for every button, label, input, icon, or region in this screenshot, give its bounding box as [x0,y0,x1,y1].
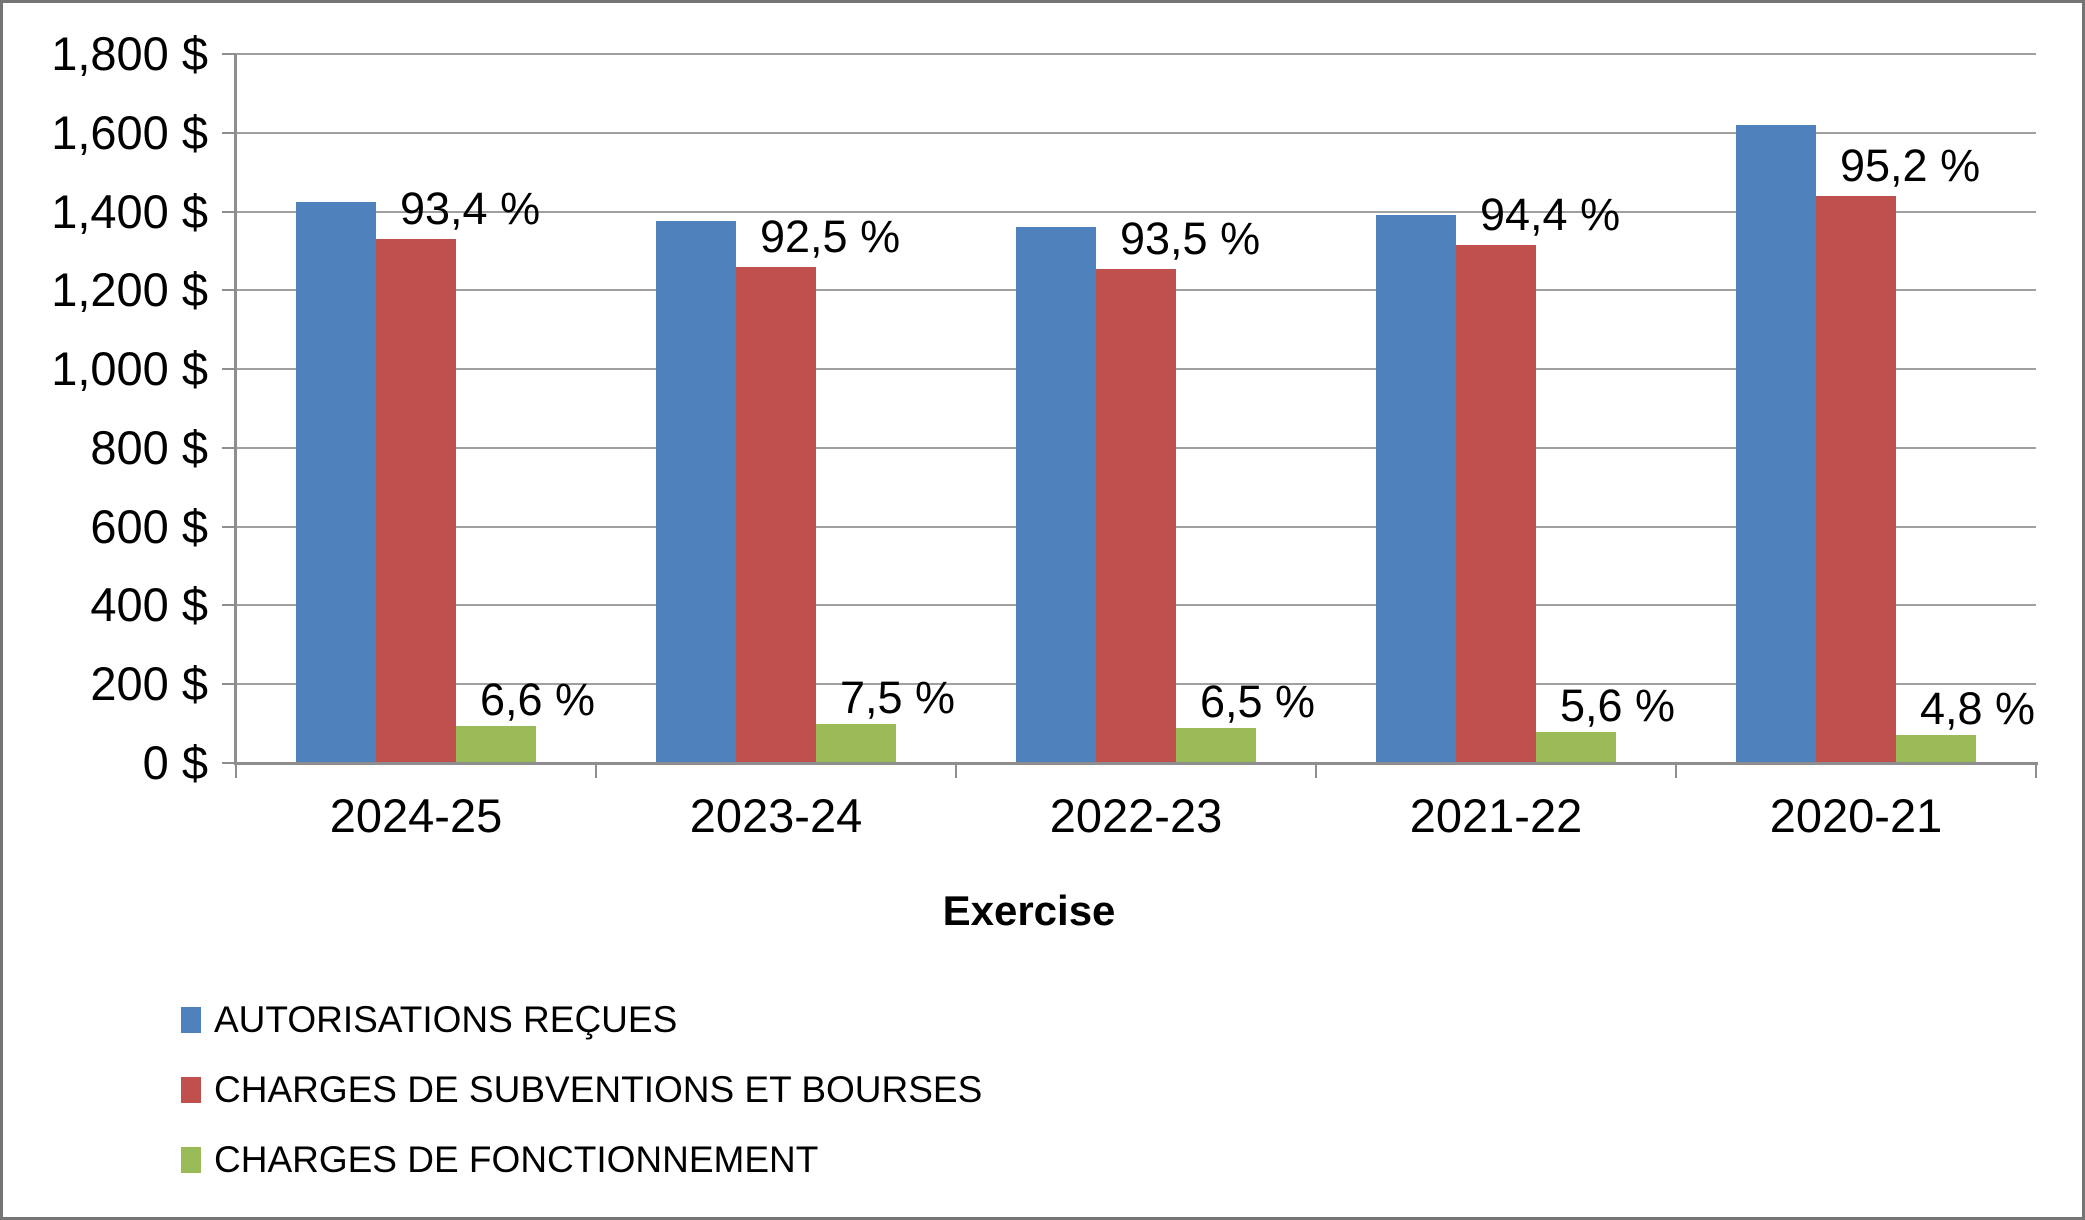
x-axis-line [234,762,2038,765]
y-gridline [236,53,2036,55]
x-axis-tick [1675,764,1677,778]
data-label: 7,5 % [840,671,956,723]
legend-color-swatch [181,1147,201,1173]
x-axis-tick-label: 2024-25 [329,789,503,842]
legend-item-subventions: CHARGES DE SUBVENTIONS ET BOURSES [181,1063,982,1117]
y-axis-tick [222,210,236,213]
data-label: 6,6 % [480,673,596,725]
x-axis-tick-label: 2020-21 [1769,789,1943,842]
bar-subventions-2021-22 [1456,245,1536,763]
y-axis-tick-label: 1,200 $ [51,263,208,317]
y-axis-tick [222,762,236,764]
legend-label: AUTORISATIONS REÇUES [214,999,678,1040]
x-axis-tick-label: 2023-24 [689,789,863,842]
x-axis-tick [2035,764,2037,778]
y-axis-tick-label: 1,800 $ [51,27,208,80]
y-axis-tick-label: 1,400 $ [51,184,208,238]
legend-label: CHARGES DE SUBVENTIONS ET BOURSES [214,1069,983,1110]
data-label: 93,4 % [400,183,541,235]
y-axis-tick [222,289,236,292]
bar-subventions-2023-24 [736,266,816,763]
legend-item-autorisations: AUTORISATIONS REÇUES [181,993,677,1047]
x-axis-tick-label: 2021-22 [1409,789,1583,842]
x-axis-tick [1315,764,1317,778]
y-axis-tick [222,446,236,449]
y-axis-tick [222,525,236,528]
y-axis-tick-label: 1,600 $ [51,105,208,159]
y-axis-tick [222,604,236,607]
y-axis-tick [222,131,236,134]
bar-fonctionnement-2024-25 [456,725,536,763]
x-axis-tick [595,764,597,778]
legend-color-swatch [181,1077,201,1103]
bar-autorisations-2022-23 [1016,227,1096,763]
y-axis-tick [222,368,236,371]
x-axis-title: Exercise [942,887,1116,934]
bar-autorisations-2023-24 [656,221,736,763]
y-axis-tick [222,683,236,686]
y-axis-tick [222,53,236,55]
bar-fonctionnement-2023-24 [816,723,896,763]
y-axis-tick-label: 800 $ [90,420,208,474]
y-axis-tick-label: 600 $ [90,499,208,553]
data-label: 95,2 % [1840,139,1981,191]
y-axis-tick-label: 0 $ [142,736,208,789]
data-label: 92,5 % [760,210,901,262]
data-label: 6,5 % [1200,676,1316,728]
data-label: 4,8 % [1920,682,2036,734]
legend-color-swatch [181,1007,201,1033]
bar-fonctionnement-2022-23 [1176,728,1256,763]
y-axis-tick-label: 200 $ [90,657,208,711]
y-axis-tick-label: 400 $ [90,578,208,632]
legend-item-fonctionnement: CHARGES DE FONCTIONNEMENT [181,1133,818,1187]
data-label: 94,4 % [1480,189,1621,241]
x-axis-tick [955,764,957,778]
y-gridline [236,131,2036,134]
bar-subventions-2024-25 [376,239,456,763]
bar-autorisations-2020-21 [1736,124,1816,763]
x-axis-tick-label: 2022-23 [1049,789,1223,842]
legend-label: CHARGES DE FONCTIONNEMENT [214,1139,819,1180]
x-axis-tick [235,764,237,778]
data-label: 5,6 % [1560,680,1676,732]
bar-subventions-2022-23 [1096,268,1176,763]
data-label: 93,5 % [1120,212,1261,264]
y-axis-tick-label: 1,000 $ [51,342,208,396]
y-gridline [236,210,2036,213]
bar-autorisations-2021-22 [1376,215,1456,763]
bar-subventions-2020-21 [1816,195,1896,763]
bar-autorisations-2024-25 [296,201,376,763]
y-axis-line [234,54,237,765]
bar-fonctionnement-2020-21 [1896,734,1976,763]
bar-fonctionnement-2021-22 [1536,732,1616,763]
